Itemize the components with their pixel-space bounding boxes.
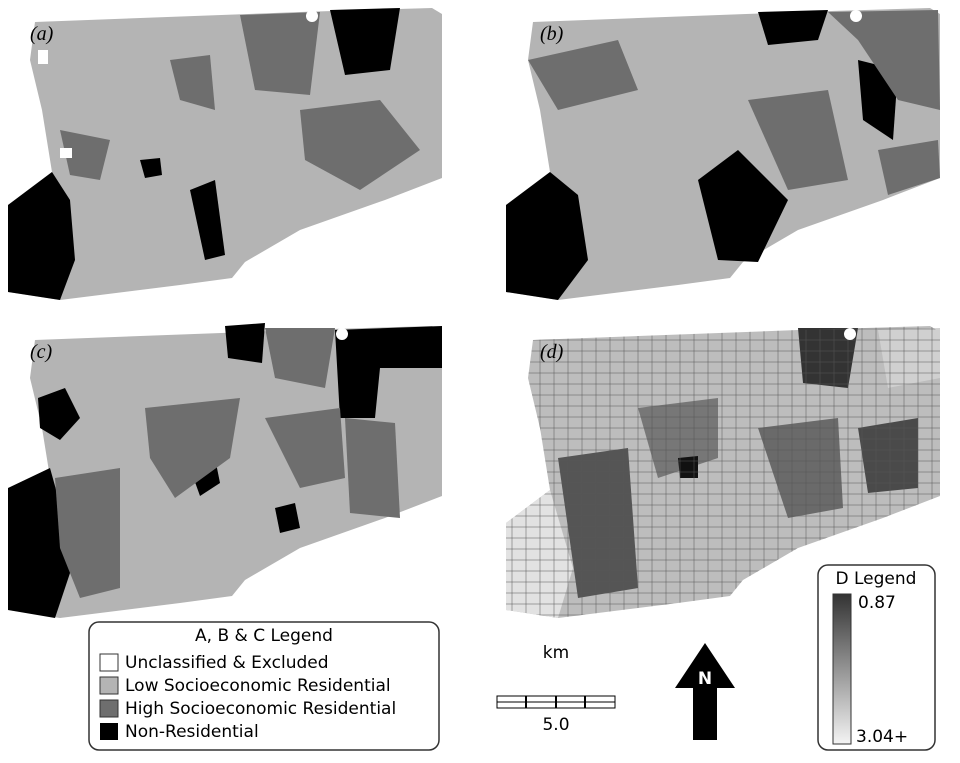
scale-length: 5.0 [542,715,569,735]
legend-top-label: 0.87 [858,593,896,613]
panel-label: (c) [30,341,53,363]
color-ramp [833,594,851,744]
legend-item: Non-Residential [125,722,259,742]
map-panel-b: (b) [506,8,940,300]
north-label: N [698,669,712,689]
legend-swatch [100,654,118,671]
panel-label: (a) [30,23,54,45]
figure: (a) (b) (c) [0,0,960,763]
panel-label: (d) [540,341,564,363]
north-arrow: N [675,643,735,740]
d-legend: D Legend 0.87 3.04+ [818,565,935,750]
arrow-shape [675,643,735,740]
unclassified [336,328,348,340]
map-panel-a: (a) [8,8,442,300]
map-panel-c: (c) [8,323,442,618]
legend-swatch [100,677,118,694]
legend-item: High Socioeconomic Residential [125,699,396,719]
legend-title: D Legend [836,569,917,589]
legend-title: A, B & C Legend [195,626,333,646]
legend-bottom-label: 3.04+ [856,727,908,747]
scale-bar: km 5.0 [497,643,615,735]
scale-unit: km [543,643,569,663]
legend-item: Low Socioeconomic Residential [125,676,391,696]
unclassified [850,10,862,22]
abc-legend: A, B & C Legend Unclassified & Excluded … [89,622,439,750]
legend-item: Unclassified & Excluded [125,653,329,673]
panel-label: (b) [540,23,564,45]
unclassified [844,328,856,340]
legend-swatch [100,723,118,740]
legend-swatch [100,700,118,717]
